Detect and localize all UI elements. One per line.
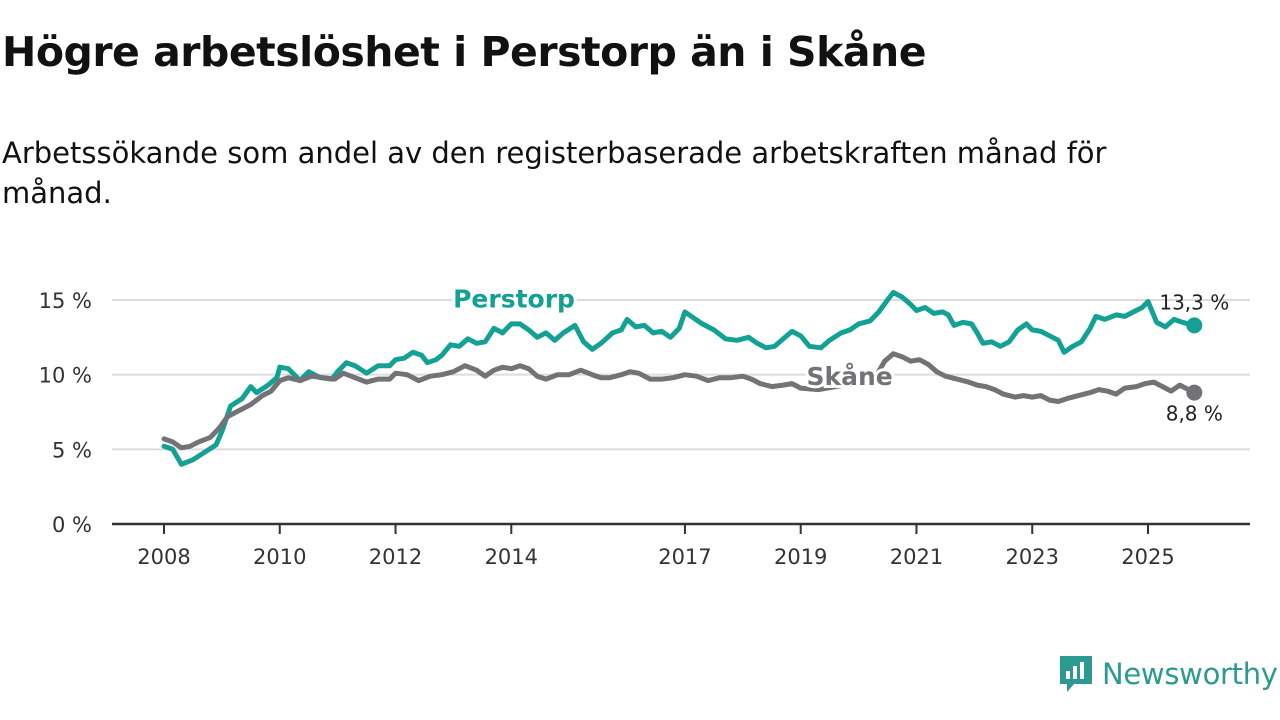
chart-labels: Perstorp Skåne 13,3 % 8,8 % (450, 281, 1229, 426)
series-lines (161, 290, 1197, 467)
chart-subtitle: Arbetssökande som andel av den registerb… (2, 136, 1107, 210)
x-tick-label: 2010 (253, 545, 306, 569)
x-tick-label: 2017 (658, 545, 711, 569)
chart-title: Högre arbetslöshet i Perstorp än i Skåne (2, 28, 927, 76)
x-tick-label: 2023 (1006, 545, 1059, 569)
newsworthy-logo-icon (1060, 656, 1092, 692)
y-tick-label: 15 % (39, 289, 92, 313)
x-tick-label: 2025 (1121, 545, 1174, 569)
end-point-marker (1186, 384, 1203, 401)
x-tick-label: 2014 (485, 545, 538, 569)
y-tick-label: 5 % (52, 438, 92, 462)
end-point-marker (1186, 317, 1203, 334)
brand-name: Newsworthy (1102, 657, 1278, 691)
x-tick-label: 2012 (369, 545, 422, 569)
series-line-sk-ne (161, 351, 1197, 451)
y-tick-label: 10 % (39, 364, 92, 388)
series-line-perstorp (161, 290, 1197, 467)
series-name-label: Skåne (806, 362, 892, 391)
series-name-label: Perstorp (453, 284, 575, 313)
x-tick-label: 2019 (774, 545, 827, 569)
x-tick-label: 2021 (890, 545, 943, 569)
end-value-label: 8,8 % (1166, 402, 1223, 426)
brand-logo: Newsworthy (1058, 652, 1278, 696)
end-value-label: 13,3 % (1159, 290, 1229, 314)
x-tick-label: 2008 (137, 545, 190, 569)
x-axis: 2008 2010 2012 2014 2017 2019 2021 2023 2025 (112, 522, 1250, 569)
y-tick-label: 0 % (52, 513, 92, 537)
